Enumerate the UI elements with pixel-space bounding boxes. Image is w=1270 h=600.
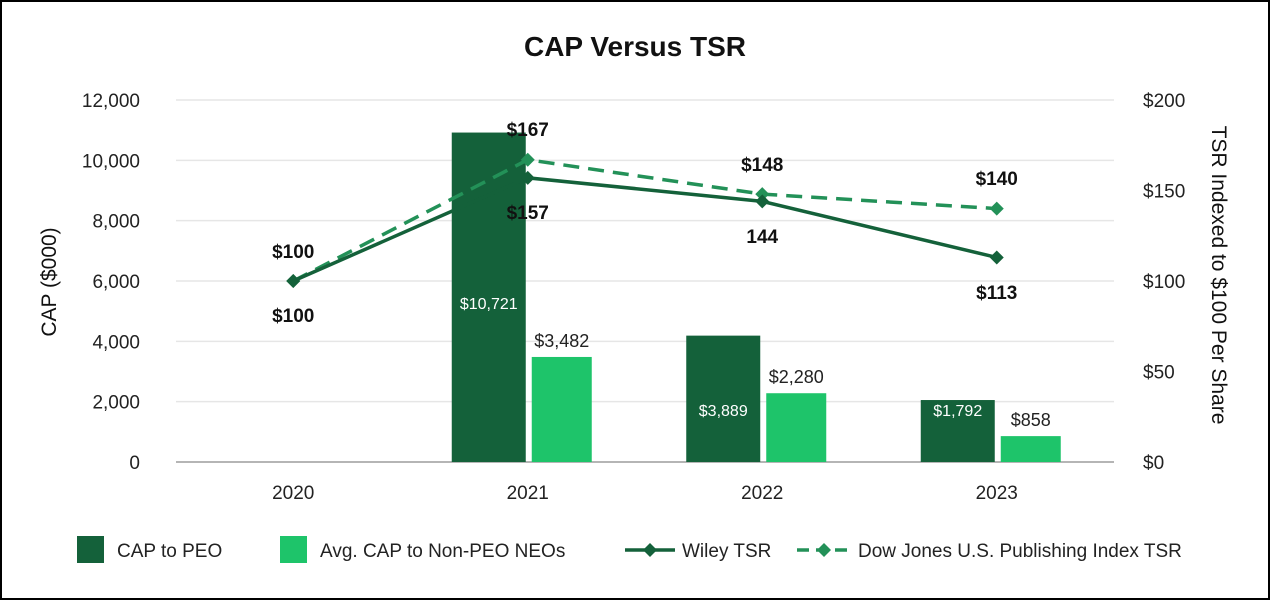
dow-jones-tsr-label: $140 [976,169,1018,190]
legend-swatch-cap-to-peo [77,536,104,563]
dow-jones-tsr-point [755,187,770,202]
legend-label-dow-jones-tsr: Dow Jones U.S. Publishing Index TSR [858,541,1182,562]
left-tick-label: 12,000 [82,91,140,112]
left-axis-ticks: 0 2,000 4,000 6,000 8,000 10,000 12,000 [82,91,140,474]
bar-label-avg-cap-non-peo: $2,280 [769,367,824,387]
left-tick-label: 6,000 [92,272,140,293]
bar-avg-cap-non-peo [1000,436,1061,462]
wiley-tsr-point [755,194,770,209]
right-axis-title: TSR Indexed to $100 Per Share [1207,126,1230,425]
left-tick-label: 4,000 [92,332,140,353]
dow-jones-tsr-point [520,152,535,167]
dow-jones-tsr-label: $100 [272,242,314,263]
left-tick-label: 8,000 [92,212,140,233]
wiley-tsr-label: $100 [272,306,314,327]
left-axis-title: CAP ($000) [38,227,61,336]
dow-jones-tsr-label: $167 [507,120,549,141]
chart-title: CAP Versus TSR [524,31,746,62]
wiley-tsr-line [292,176,998,283]
legend: CAP to PEO Avg. CAP to Non-PEO NEOs Wiley … [77,536,1182,563]
x-axis-ticks: 2020 2021 2022 2023 [272,483,1018,504]
legend-label-wiley-tsr: Wiley TSR [682,541,771,562]
wiley-tsr-point [989,250,1004,265]
bars: $10,721 $3,482 $3,889 $2,280 $1,792 $858 [451,132,1061,462]
bar-cap-to-peo [920,400,995,462]
right-axis-ticks: $0 $50 $100 $150 $200 [1143,91,1185,474]
tsr-lines: $100 $167 $148 $140 $100 $157 144 $113 [272,120,1018,327]
right-tick-label: $200 [1143,91,1185,112]
wiley-tsr-point [520,170,535,185]
bar-avg-cap-non-peo [531,356,592,462]
wiley-tsr-label: 144 [746,227,778,248]
bar-cap-to-peo [686,335,761,462]
right-tick-label: $150 [1143,182,1185,203]
dow-jones-tsr-point [989,201,1004,216]
x-tick-label: 2020 [272,483,314,504]
left-tick-label: 2,000 [92,393,140,414]
legend-marker-wiley-tsr [643,543,657,557]
left-tick-label: 10,000 [82,151,140,172]
legend-swatch-avg-cap-non-peo [280,536,307,563]
legend-label-avg-cap-non-peo: Avg. CAP to Non-PEO NEOs [320,541,565,562]
wiley-tsr-label: $157 [507,203,549,224]
bar-label-avg-cap-non-peo: $3,482 [534,331,589,351]
wiley-tsr-point [286,274,301,288]
right-tick-label: $0 [1143,453,1164,474]
dow-jones-tsr-line [292,157,997,283]
bar-label-cap-to-peo: $1,792 [933,403,982,420]
wiley-tsr-label: $113 [976,283,1017,304]
x-tick-label: 2023 [976,483,1018,504]
legend-label-cap-to-peo: CAP to PEO [117,541,222,562]
bar-label-avg-cap-non-peo: $858 [1011,410,1051,430]
right-tick-label: $100 [1143,272,1185,293]
x-tick-label: 2021 [507,483,549,504]
x-tick-label: 2022 [741,483,783,504]
bar-cap-to-peo [451,132,526,462]
right-tick-label: $50 [1143,363,1175,384]
bar-avg-cap-non-peo [766,393,827,462]
legend-marker-dow-jones-tsr [817,543,831,557]
dow-jones-tsr-label: $148 [741,155,783,176]
bar-label-cap-to-peo: $3,889 [699,403,748,420]
left-tick-label: 0 [129,453,140,474]
bar-label-cap-to-peo: $10,721 [460,296,518,313]
